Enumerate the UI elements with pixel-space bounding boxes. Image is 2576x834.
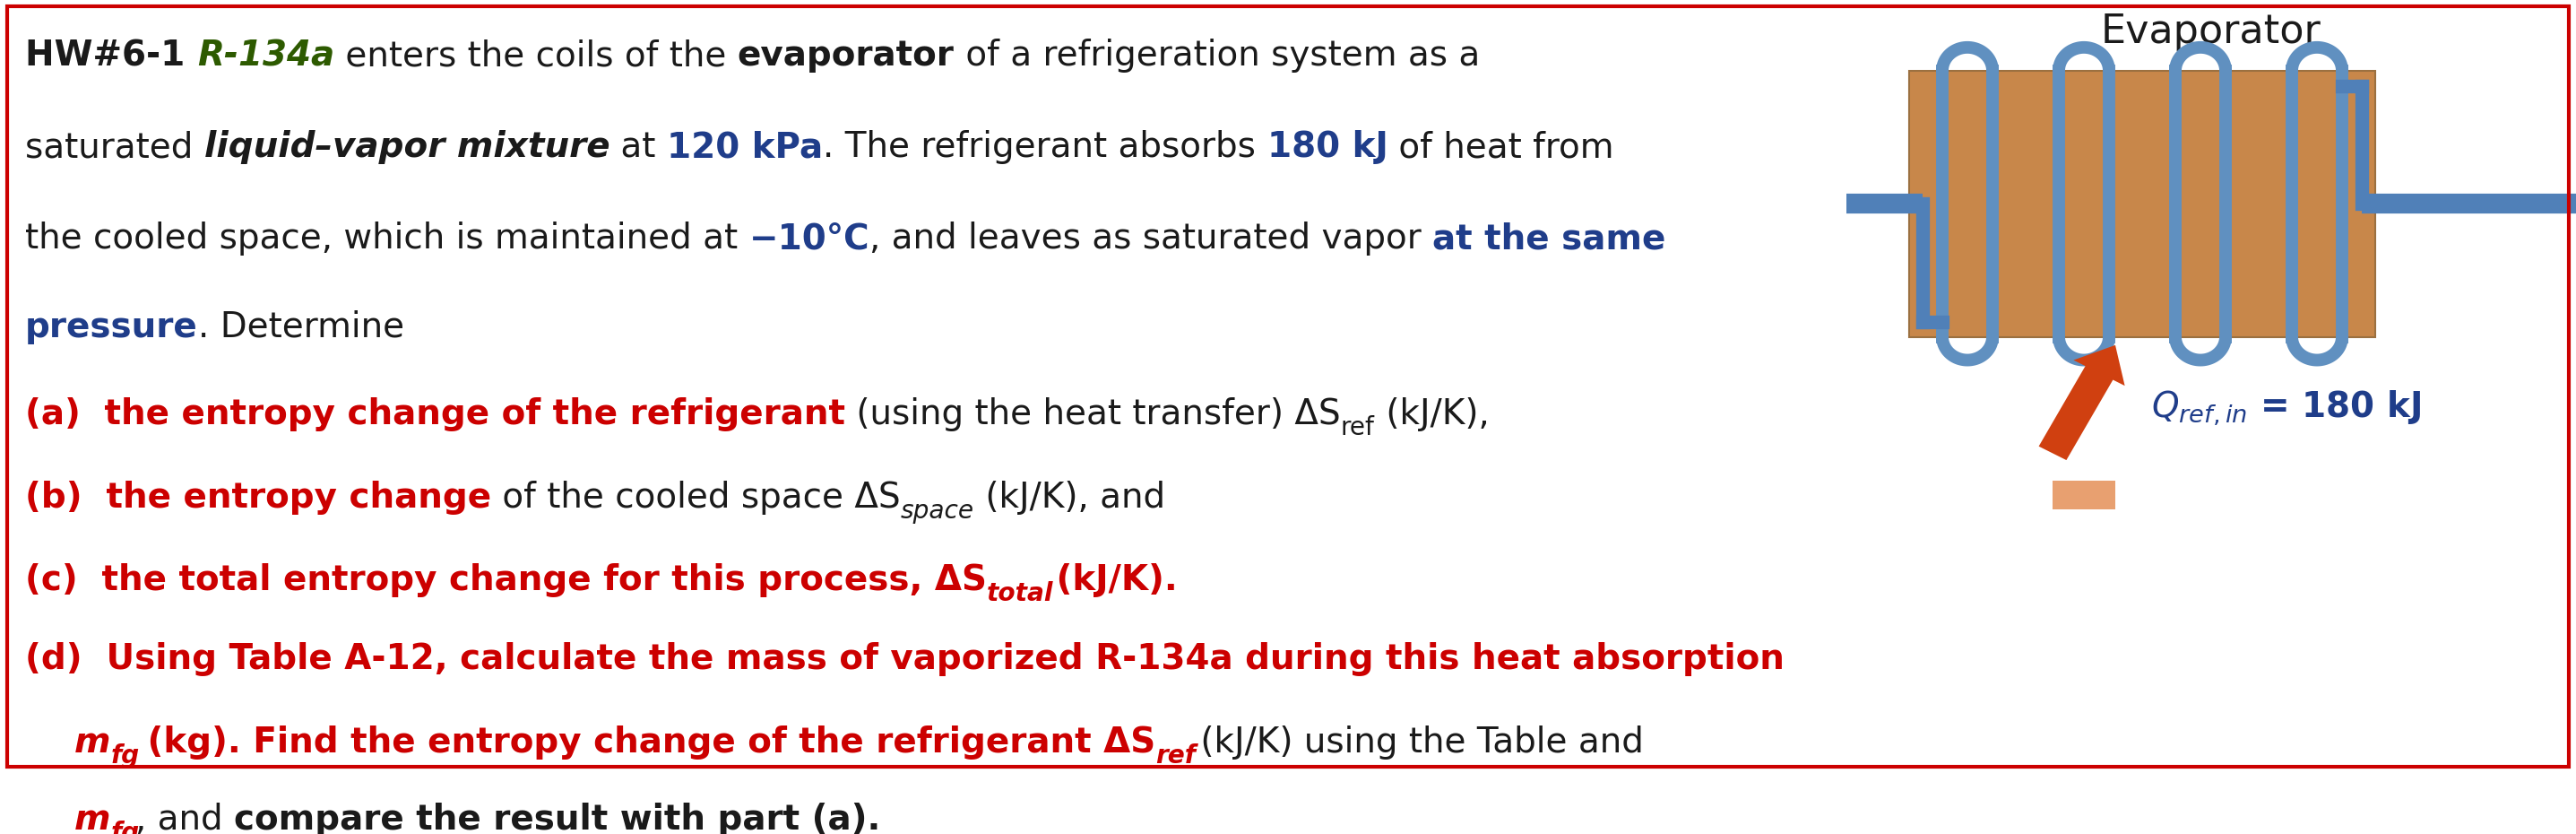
Text: ref: ref: [1157, 744, 1195, 769]
Text: the entropy change of the refrigerant: the entropy change of the refrigerant: [93, 397, 845, 431]
Text: of a refrigeration system as a: of a refrigeration system as a: [953, 39, 1479, 73]
Text: , and: , and: [137, 802, 234, 834]
Text: (kJ/K) using the Table and: (kJ/K) using the Table and: [1190, 726, 1643, 760]
Text: fg: fg: [111, 820, 137, 834]
Text: at: at: [611, 130, 667, 164]
Text: (a): (a): [26, 397, 93, 431]
Text: , and leaves as saturated vapor: , and leaves as saturated vapor: [871, 222, 1432, 256]
Text: . Determine: . Determine: [198, 310, 404, 344]
Text: $\mathit{Q}_{ref,in}$ = 180 kJ: $\mathit{Q}_{ref,in}$ = 180 kJ: [2151, 389, 2421, 427]
Text: ref: ref: [1157, 744, 1190, 769]
Text: compare the result with part (a).: compare the result with part (a).: [234, 802, 881, 834]
Text: (b): (b): [26, 480, 95, 515]
Text: (kg). Find the entropy change of the refrigerant ΔS: (kg). Find the entropy change of the ref…: [137, 726, 1157, 760]
Text: space: space: [902, 499, 974, 524]
Text: the total entropy change for this process, ΔS: the total entropy change for this proces…: [90, 564, 987, 598]
FancyArrow shape: [2053, 480, 2115, 510]
Text: Using Table A-12, calculate the mass of vaporized R-134a during this heat absorp: Using Table A-12, calculate the mass of …: [95, 642, 1785, 676]
Text: fg: fg: [111, 744, 139, 769]
Text: space: space: [902, 499, 974, 524]
Text: fg: fg: [111, 820, 139, 834]
Text: liquid–vapor mixture: liquid–vapor mixture: [204, 130, 611, 164]
Text: ref: ref: [1342, 415, 1376, 440]
Text: (kJ/K).: (kJ/K).: [1043, 564, 1177, 598]
Text: enters the coils of the: enters the coils of the: [335, 39, 737, 73]
Text: m: m: [75, 802, 111, 834]
Text: (using the heat transfer) ΔS: (using the heat transfer) ΔS: [845, 397, 1342, 431]
Text: the cooled space, which is maintained at: the cooled space, which is maintained at: [26, 222, 750, 256]
Text: 120 kPa: 120 kPa: [667, 130, 824, 164]
Text: evaporator: evaporator: [737, 39, 953, 73]
Text: of heat from: of heat from: [1388, 130, 1615, 164]
Text: pressure: pressure: [26, 310, 198, 344]
Text: m: m: [75, 726, 111, 760]
Text: fg: fg: [111, 744, 137, 769]
Text: R-134a: R-134a: [196, 39, 335, 73]
Text: (d): (d): [26, 642, 95, 676]
Text: 180 kJ: 180 kJ: [1267, 130, 1388, 164]
Text: HW#6-1: HW#6-1: [26, 39, 196, 73]
Text: ref: ref: [1342, 415, 1376, 440]
Text: (c): (c): [26, 564, 90, 598]
Bar: [1909, 71, 2375, 337]
Text: total: total: [987, 581, 1054, 606]
FancyArrow shape: [2038, 345, 2125, 460]
Text: Evaporator: Evaporator: [2102, 13, 2321, 52]
Text: (kJ/K),: (kJ/K),: [1376, 397, 1489, 431]
Text: at the same: at the same: [1432, 222, 1667, 256]
Text: total: total: [987, 581, 1043, 606]
Text: . The refrigerant absorbs: . The refrigerant absorbs: [824, 130, 1267, 164]
Text: (kJ/K), and: (kJ/K), and: [974, 480, 1164, 515]
Text: saturated: saturated: [26, 130, 204, 164]
Text: −10°C: −10°C: [750, 222, 871, 256]
Text: of the cooled space ΔS: of the cooled space ΔS: [492, 480, 902, 515]
Text: the entropy change: the entropy change: [95, 480, 492, 515]
